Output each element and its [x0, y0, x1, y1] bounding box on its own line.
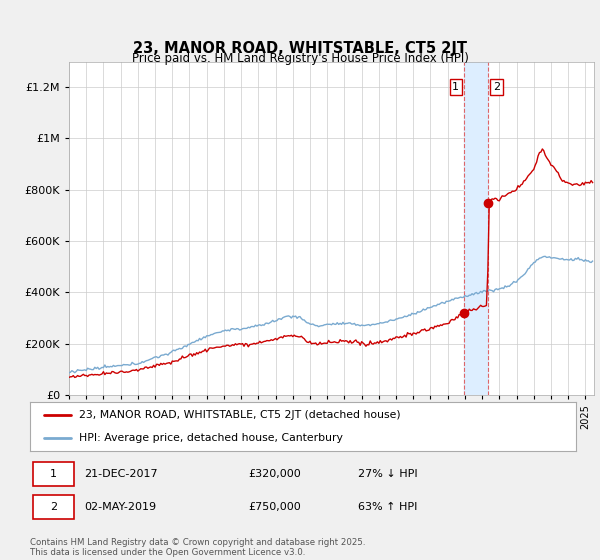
Bar — [464, 62, 488, 395]
Text: Price paid vs. HM Land Registry's House Price Index (HPI): Price paid vs. HM Land Registry's House … — [131, 52, 469, 65]
Text: 23, MANOR ROAD, WHITSTABLE, CT5 2JT: 23, MANOR ROAD, WHITSTABLE, CT5 2JT — [133, 41, 467, 56]
Text: 1: 1 — [50, 469, 57, 479]
Text: 21-DEC-2017: 21-DEC-2017 — [85, 469, 158, 479]
Text: 1: 1 — [452, 82, 459, 92]
Text: 63% ↑ HPI: 63% ↑ HPI — [358, 502, 417, 512]
Text: 23, MANOR ROAD, WHITSTABLE, CT5 2JT (detached house): 23, MANOR ROAD, WHITSTABLE, CT5 2JT (det… — [79, 410, 401, 421]
Text: £320,000: £320,000 — [248, 469, 301, 479]
Text: 2: 2 — [493, 82, 500, 92]
FancyBboxPatch shape — [33, 462, 74, 486]
FancyBboxPatch shape — [33, 495, 74, 519]
Text: £750,000: £750,000 — [248, 502, 301, 512]
Text: HPI: Average price, detached house, Canterbury: HPI: Average price, detached house, Cant… — [79, 433, 343, 444]
Text: 02-MAY-2019: 02-MAY-2019 — [85, 502, 157, 512]
Text: 27% ↓ HPI: 27% ↓ HPI — [358, 469, 417, 479]
Text: 2: 2 — [50, 502, 57, 512]
Text: Contains HM Land Registry data © Crown copyright and database right 2025.
This d: Contains HM Land Registry data © Crown c… — [30, 538, 365, 557]
